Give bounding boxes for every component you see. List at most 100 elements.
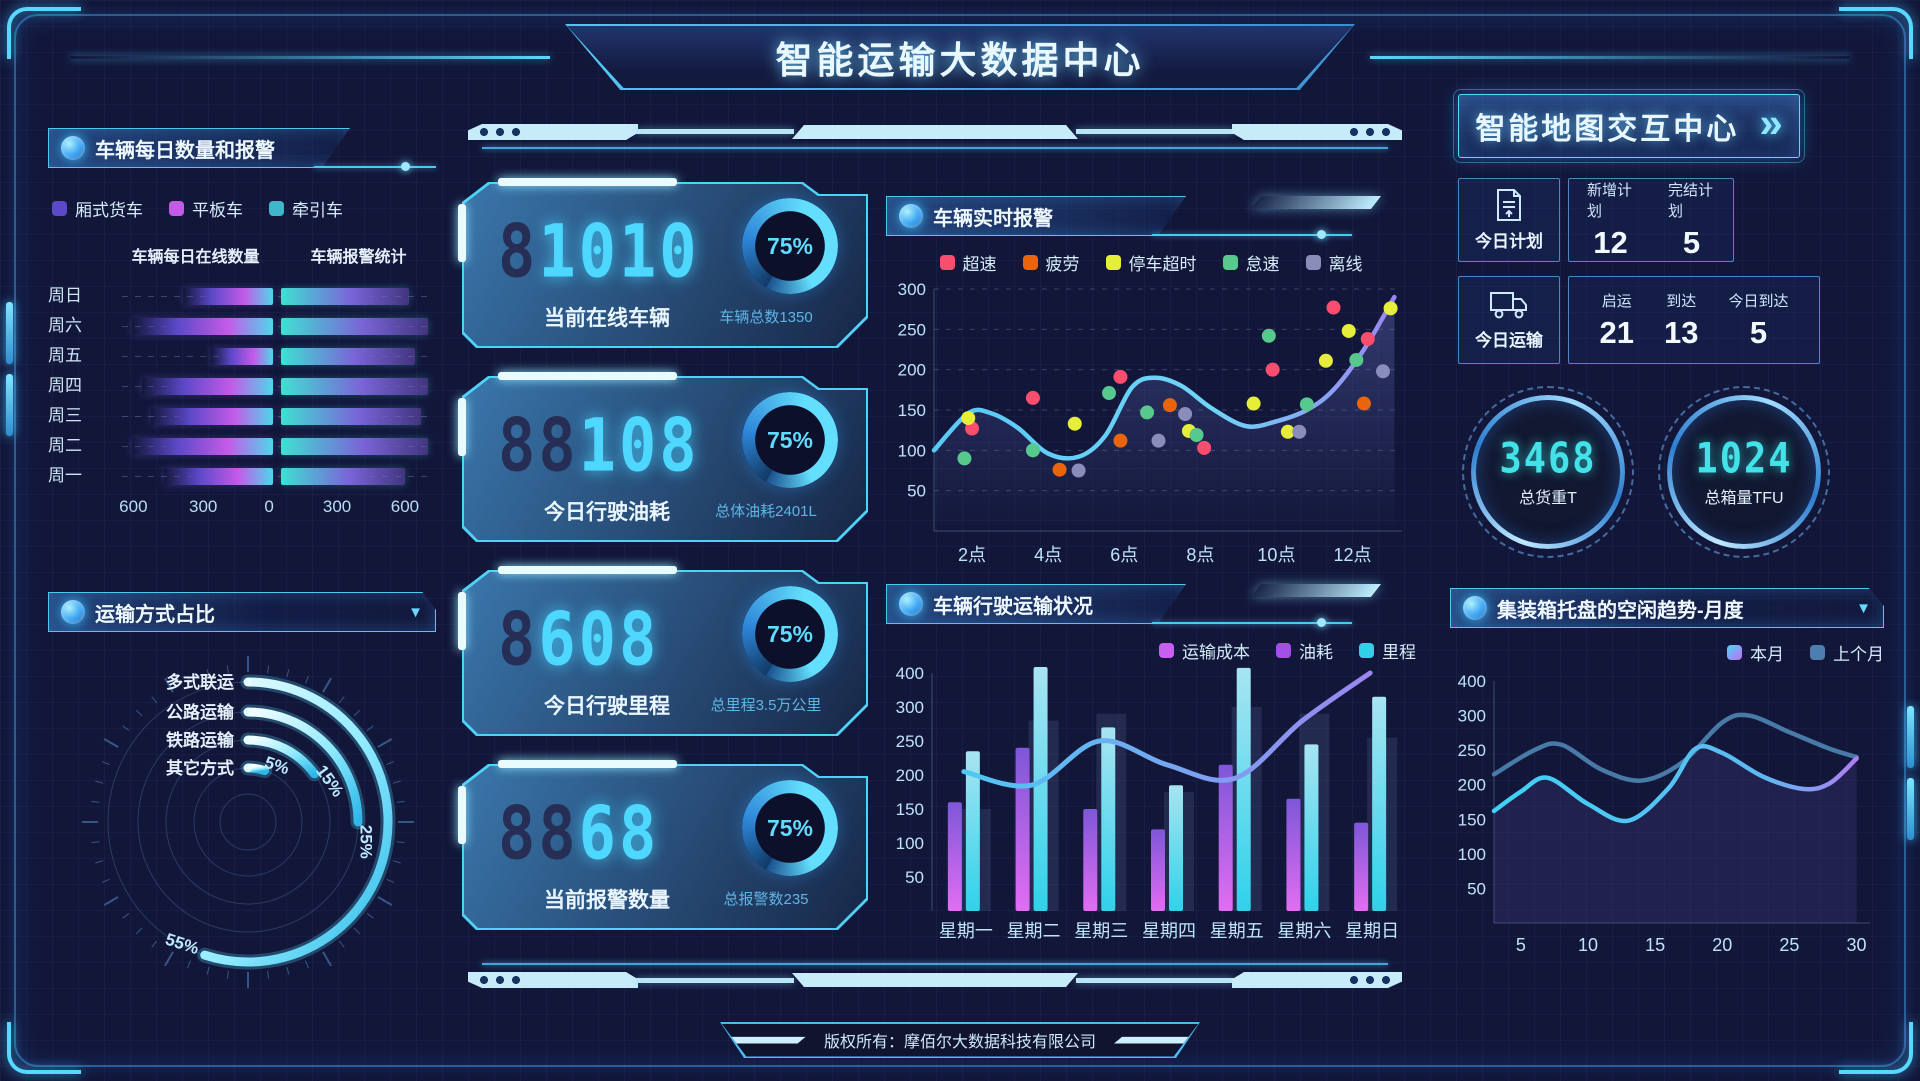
card-mileage-today: 8608 75% 今日行驶里程 总里程3.5万公里: [458, 566, 868, 736]
legend-label: 停车超时: [1128, 255, 1197, 274]
legend-item[interactable]: 运输成本: [1159, 638, 1250, 663]
legend-swatch: [1276, 643, 1291, 658]
digital-value: 81010: [498, 208, 700, 295]
panel-mode-header[interactable]: 运输方式占比 ▼: [48, 592, 436, 632]
legend-item[interactable]: 离线: [1305, 250, 1363, 275]
daily-chart-row: 周二: [48, 431, 436, 461]
stat-arrived: 到达 13: [1663, 292, 1699, 350]
svg-text:10: 10: [1578, 935, 1598, 955]
dashboard-title-bar: 智能运输大数据中心: [565, 24, 1355, 90]
legend-item[interactable]: 本月: [1727, 640, 1784, 665]
svg-text:100: 100: [896, 834, 924, 853]
svg-text:200: 200: [898, 361, 926, 380]
card-sub-label: 车辆总数1350: [719, 309, 813, 326]
legend-item[interactable]: 里程: [1359, 638, 1416, 663]
today-transport-box: 今日运输: [1458, 276, 1560, 364]
panel-realtime-alarm: 车辆实时报警 超速 疲劳 停车超时 怠速 离线 50 100 150 200 250 300 2点 4…: [886, 196, 1416, 576]
svg-text:100: 100: [1458, 845, 1486, 864]
axis-tick: 600: [390, 497, 420, 516]
legend-label: 本月: [1750, 645, 1784, 664]
chevron-down-icon[interactable]: ▼: [408, 603, 423, 621]
frame-corner-bottom-left: [7, 1022, 81, 1074]
gauge-label: 总箱量TFU: [1704, 489, 1784, 507]
card-fuel-today: 88108 75% 今日行驶油耗 总体油耗2401L: [458, 372, 868, 542]
legend-item[interactable]: 油耗: [1276, 638, 1333, 663]
digital-value: 8868: [498, 790, 660, 877]
today-plan-box: 今日计划: [1458, 178, 1560, 262]
svg-text:12点: 12点: [1334, 545, 1372, 565]
globe-icon: [61, 600, 85, 624]
svg-text:其它方式: 其它方式: [166, 758, 234, 778]
legend-item[interactable]: 超速: [939, 250, 997, 275]
legend-item[interactable]: 厢式货车: [52, 196, 143, 221]
legend-label: 运输成本: [1182, 643, 1250, 662]
daily-subtitle-online: 车辆每日在线数量: [131, 249, 260, 266]
axis-tick: 300: [189, 497, 218, 516]
legend-swatch: [1159, 643, 1174, 658]
card-sub-label: 总报警数235: [723, 891, 809, 908]
svg-text:50: 50: [905, 868, 924, 887]
legend-swatch: [269, 201, 284, 216]
progress-ring: 75%: [742, 586, 838, 682]
panel-trend-title: 集装箱托盘的空闲趋势-月度: [1497, 599, 1744, 622]
legend-label: 油耗: [1299, 643, 1333, 662]
gauge-label: 总货重T: [1519, 489, 1577, 507]
map-center-button[interactable]: 智能地图交互中心 »: [1453, 89, 1805, 163]
frame-corner-top-right: [1839, 7, 1913, 59]
globe-icon: [61, 136, 85, 160]
globe-icon: [899, 204, 923, 228]
svg-text:星期四: 星期四: [1142, 921, 1196, 941]
card-label: 当前在线车辆: [544, 307, 670, 330]
svg-text:200: 200: [1458, 776, 1486, 795]
panel-alarm-header: 车辆实时报警: [886, 196, 1416, 239]
gauges-row: 3468 总货重T 1024 总箱量TFU: [1462, 386, 1830, 558]
legend-label: 平板车: [192, 201, 243, 220]
legend-item[interactable]: 牵引车: [269, 196, 343, 221]
svg-text:星期二: 星期二: [1007, 921, 1061, 941]
panel-trend-header[interactable]: 集装箱托盘的空闲趋势-月度 ▼: [1450, 588, 1884, 628]
today-plan-label: 今日计划: [1475, 232, 1543, 251]
today-plan-row: 今日计划 新增计划 12 完结计划 5: [1458, 178, 1734, 262]
legend-label: 上个月: [1833, 645, 1884, 664]
panel-transport-mode: 运输方式占比 ▼ 多式联运 55% 公路运输 25% 铁路运输 15% 其它方式 5%: [48, 592, 436, 1009]
panel-weekly-title: 车辆行驶运输状况: [933, 595, 1093, 618]
gauge-total-cargo: 3468 总货重T: [1462, 386, 1634, 558]
legend-swatch: [169, 201, 184, 216]
svg-text:250: 250: [896, 732, 924, 751]
digital-value: 88108: [498, 402, 700, 489]
header-wedge: [1250, 584, 1382, 597]
svg-text:星期三: 星期三: [1074, 921, 1128, 941]
svg-text:150: 150: [898, 401, 926, 420]
panel-weekly-header: 车辆行驶运输状况: [886, 584, 1416, 627]
legend-item[interactable]: 停车超时: [1105, 250, 1197, 275]
copyright-text: 版权所有：摩佰尔大数据科技有限公司: [823, 1034, 1096, 1051]
card-label: 当前报警数量: [544, 889, 670, 912]
truck-icon: [1490, 292, 1527, 319]
legend-item[interactable]: 平板车: [169, 196, 243, 221]
svg-text:8点: 8点: [1186, 545, 1214, 565]
panel-weekly-transport: 车辆行驶运输状况 运输成本 油耗 里程 50 100 150 200 250 300 400 星期…: [886, 584, 1416, 950]
legend-item[interactable]: 上个月: [1810, 640, 1884, 665]
today-plan-stats: 新增计划 12 完结计划 5: [1568, 178, 1734, 262]
card-online-vehicles: 81010 75% 当前在线车辆 车辆总数1350: [458, 178, 868, 348]
card-sub-label: 总体油耗2401L: [715, 503, 817, 520]
legend-item[interactable]: 疲劳: [1022, 250, 1080, 275]
svg-text:300: 300: [898, 280, 926, 299]
gauge-value: 1024: [1695, 433, 1793, 483]
double-chevron-right-icon: »: [1759, 99, 1783, 146]
panel-daily-title: 车辆每日数量和报警: [95, 139, 275, 162]
svg-text:400: 400: [1458, 672, 1486, 691]
panel-pallet-trend: 集装箱托盘的空闲趋势-月度 ▼ 本月 上个月 50 100 150 200 250 300 4…: [1450, 588, 1884, 964]
legend-swatch: [1727, 645, 1742, 660]
chevron-down-icon[interactable]: ▼: [1856, 599, 1871, 617]
panel-daily-header: 车辆每日数量和报警: [48, 128, 436, 171]
legend-item[interactable]: 怠速: [1222, 250, 1280, 275]
header-extension-line: [314, 162, 436, 171]
card-label: 今日行驶油耗: [544, 501, 670, 524]
weekly-bar-chart: 50 100 150 200 250 300 400 星期一 星期二 星期三 星期四 星期五 星期六 星期…: [896, 664, 1400, 941]
svg-text:250: 250: [898, 320, 926, 339]
stat-arrived-today: 今日到达 5: [1728, 292, 1789, 350]
header-extension-line: [1152, 230, 1352, 239]
globe-icon: [1463, 596, 1487, 620]
